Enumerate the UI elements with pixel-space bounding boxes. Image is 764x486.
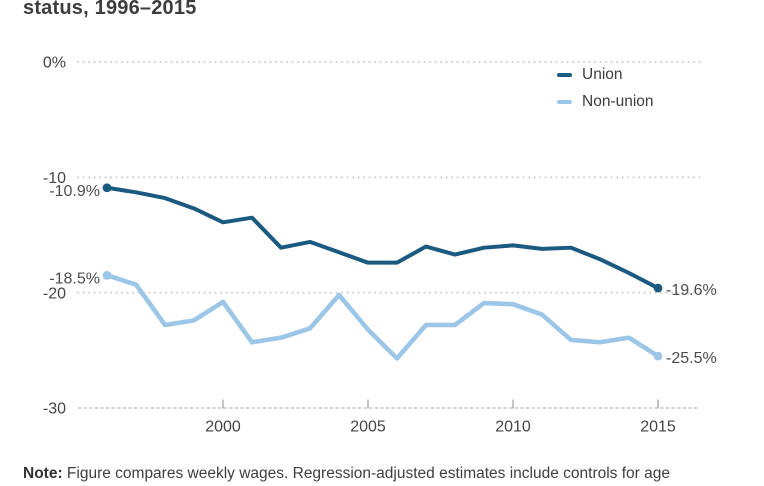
last-value-label: -25.5%	[666, 350, 717, 367]
non-union-line-swatch	[557, 100, 572, 104]
x-tick-label: 2000	[205, 419, 241, 436]
first-value-label: -18.5%	[49, 270, 100, 287]
series-start-dot	[102, 183, 112, 193]
chart-title-fragment: status, 1996–2015	[23, 0, 197, 19]
y-tick-label: -30	[43, 401, 66, 418]
y-tick-label: 0%	[43, 55, 66, 72]
union-line-swatch	[557, 73, 572, 77]
x-tick-label: 2015	[640, 419, 676, 436]
series-start-dot	[102, 270, 112, 280]
union-line	[105, 185, 660, 291]
first-value-label: -10.9%	[49, 183, 100, 200]
legend-item-union: Union	[557, 66, 654, 84]
legend-label-non-union: Non-union	[582, 93, 654, 110]
last-value-label: -19.6%	[666, 282, 717, 299]
footnote-text: Figure compares weekly wages. Regression…	[62, 465, 670, 482]
legend: Union Non-union	[557, 66, 654, 111]
x-tick-label: 2005	[350, 419, 386, 436]
legend-label-union: Union	[582, 66, 623, 83]
y-tick-label: -10	[43, 170, 66, 187]
y-tick-label: -20	[43, 285, 66, 302]
series-end-dot	[653, 351, 663, 361]
legend-item-non-union: Non-union	[557, 93, 654, 111]
footnote-label: Note:	[23, 465, 63, 482]
x-tick-label: 2010	[495, 419, 531, 436]
series-end-dot	[653, 283, 663, 293]
non-union-line	[104, 273, 661, 361]
footnote: Note: Figure compares weekly wages. Regr…	[23, 464, 753, 484]
